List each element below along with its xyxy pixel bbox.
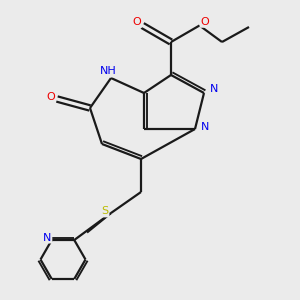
Text: N: N xyxy=(43,232,51,243)
Text: S: S xyxy=(101,206,109,217)
Text: O: O xyxy=(133,17,142,27)
Text: O: O xyxy=(200,17,209,27)
Text: N: N xyxy=(209,84,218,94)
Text: NH: NH xyxy=(100,66,117,76)
Text: N: N xyxy=(201,122,210,132)
Text: O: O xyxy=(46,92,55,103)
